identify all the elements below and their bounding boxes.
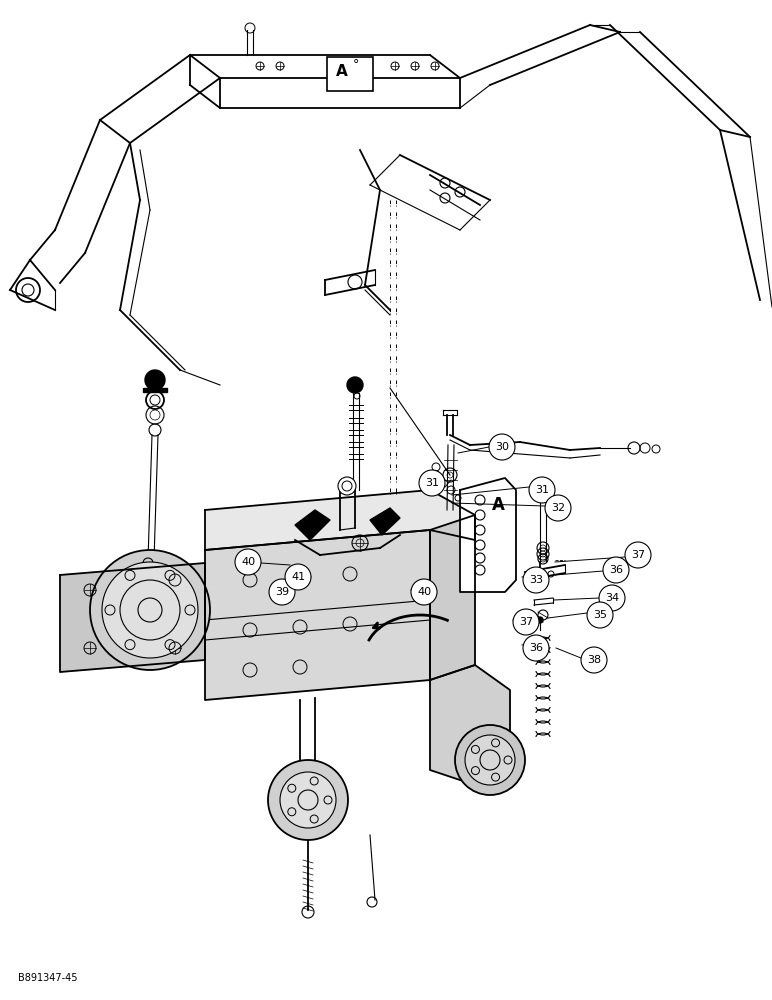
Circle shape [338,477,356,495]
Circle shape [285,564,311,590]
Circle shape [489,434,515,460]
Polygon shape [60,563,205,672]
Text: 36: 36 [609,565,623,575]
Circle shape [235,549,261,575]
Circle shape [465,735,515,785]
Text: A: A [492,496,504,514]
Circle shape [268,760,348,840]
Circle shape [90,550,210,670]
Polygon shape [205,530,430,700]
Text: 37: 37 [631,550,645,560]
Circle shape [545,495,571,521]
Circle shape [625,542,651,568]
Circle shape [513,609,539,635]
Circle shape [411,579,437,605]
Text: °: ° [353,58,359,72]
Text: 35: 35 [593,610,607,620]
Circle shape [280,772,336,828]
Circle shape [529,477,555,503]
Text: 40: 40 [417,587,431,597]
Polygon shape [143,388,167,392]
Text: 37: 37 [519,617,533,627]
Text: 34: 34 [605,593,619,603]
Text: 36: 36 [529,643,543,653]
Text: 40: 40 [241,557,255,567]
Circle shape [603,557,629,583]
Circle shape [102,562,198,658]
Circle shape [347,377,363,393]
Text: 33: 33 [529,575,543,585]
Polygon shape [370,508,400,535]
Text: 30: 30 [495,442,509,452]
Circle shape [581,647,607,673]
Text: 39: 39 [275,587,289,597]
Polygon shape [430,515,475,680]
Circle shape [537,617,543,623]
Text: 31: 31 [535,485,549,495]
Circle shape [587,602,613,628]
Polygon shape [205,490,475,550]
Circle shape [269,579,295,605]
Circle shape [455,725,525,795]
Text: B891347-45: B891347-45 [18,973,77,983]
Text: A: A [336,64,348,80]
Text: 38: 38 [587,655,601,665]
Polygon shape [430,665,510,785]
Circle shape [419,470,445,496]
FancyBboxPatch shape [327,57,373,91]
Text: 32: 32 [551,503,565,513]
Circle shape [599,585,625,611]
Text: 41: 41 [291,572,305,582]
Polygon shape [460,478,516,592]
Polygon shape [295,510,330,540]
Circle shape [523,567,549,593]
Text: 31: 31 [425,478,439,488]
Circle shape [145,370,165,390]
Circle shape [523,635,549,661]
